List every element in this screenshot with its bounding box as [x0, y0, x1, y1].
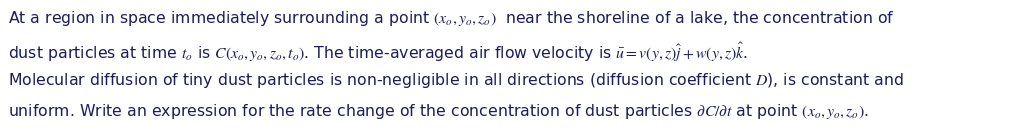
Text: uniform. Write an expression for the rate change of the concentration of dust pa: uniform. Write an expression for the rat…: [8, 102, 869, 121]
Text: Molecular diffusion of tiny dust particles is non-negligible in all directions (: Molecular diffusion of tiny dust particl…: [8, 71, 904, 90]
Text: dust particles at time $t_o$ is $C(x_o, y_o, z_o, t_o)$. The time-averaged air f: dust particles at time $t_o$ is $C(x_o, …: [8, 40, 748, 64]
Text: At a region in space immediately surrounding a point $(x_o, y_o, z_o)$  near the: At a region in space immediately surroun…: [8, 9, 894, 28]
